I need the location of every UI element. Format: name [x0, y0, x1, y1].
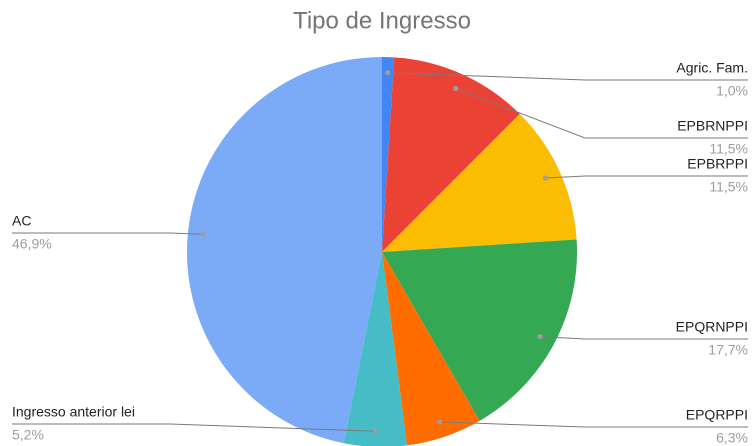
leader-line — [540, 336, 748, 340]
leader-dot — [200, 231, 206, 237]
pie-slice — [382, 252, 480, 446]
slice-value-label: 11,5% — [709, 141, 748, 157]
pie-slice — [186, 57, 382, 444]
slice-label: EPBRPPI — [687, 156, 748, 172]
slice-value-label: 11,5% — [709, 179, 748, 195]
pie-slice — [382, 114, 577, 252]
leader-line — [12, 232, 204, 235]
slice-label: EPQRPPI — [686, 407, 748, 423]
slice-label: Agric. Fam. — [676, 60, 748, 76]
slice-value-label: 5,2% — [12, 427, 44, 443]
pie-slice — [382, 57, 395, 252]
pie-slice — [382, 57, 520, 252]
pie-slice — [382, 239, 577, 421]
slice-value-label: 46,9% — [12, 236, 52, 252]
leader-dot — [537, 334, 543, 340]
leader-dot — [385, 70, 391, 76]
pie-slice — [343, 252, 408, 446]
leader-dot — [453, 85, 459, 91]
leader-line — [439, 421, 748, 428]
chart-title: Tipo de Ingresso — [293, 7, 471, 34]
slice-value-label: 17,7% — [708, 342, 748, 358]
leader-line — [387, 72, 748, 81]
leader-dot — [373, 428, 379, 434]
slice-label: AC — [12, 213, 31, 229]
slice-label: EPQRNPPI — [676, 319, 748, 335]
slice-label: Ingresso anterior lei — [12, 404, 135, 420]
leader-line — [545, 175, 748, 179]
slice-value-label: 6,3% — [716, 430, 748, 446]
leader-dot — [542, 175, 548, 181]
leader-line — [12, 423, 376, 432]
slice-value-label: 1,0% — [716, 83, 748, 99]
leader-dot — [437, 419, 443, 425]
leader-line — [455, 87, 748, 139]
slice-label: EPBRNPPI — [677, 118, 748, 134]
